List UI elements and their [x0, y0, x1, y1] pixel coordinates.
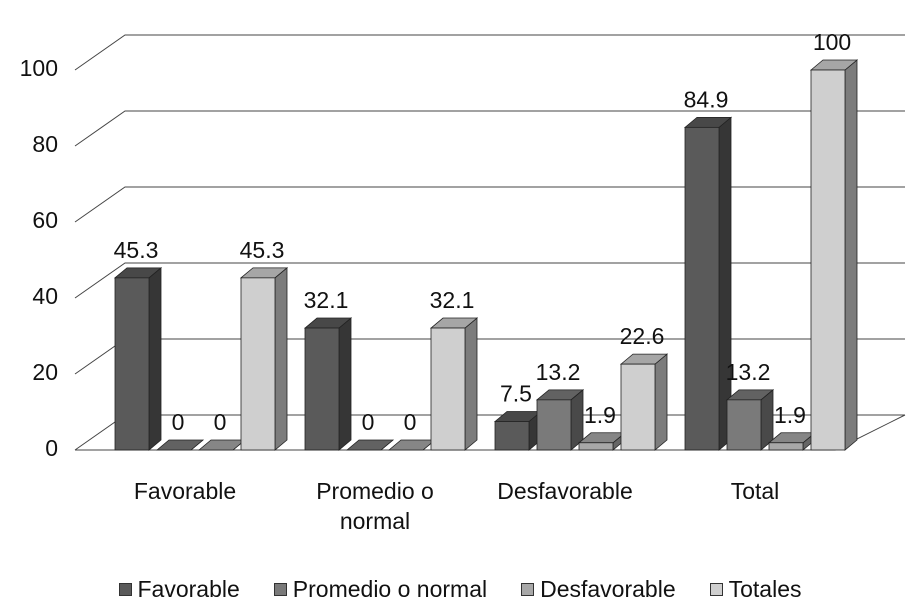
- grid-line: [74, 262, 905, 299]
- data-label: 22.6: [620, 323, 665, 349]
- y-tick-label: 20: [32, 359, 58, 385]
- data-label: 0: [404, 409, 417, 435]
- legend: Favorable Promedio o normal Desfavorable To…: [0, 576, 920, 603]
- legend-swatch: [118, 583, 132, 596]
- bar: [536, 399, 572, 451]
- bar: [578, 442, 614, 451]
- data-label: 100: [813, 29, 851, 55]
- x-tick-label: Total: [730, 478, 780, 504]
- legend-swatch: [273, 583, 287, 596]
- data-label: 0: [362, 409, 375, 435]
- x-tick-label: Promedio o normal: [316, 478, 434, 534]
- bar: [114, 277, 150, 451]
- grid-line: [74, 338, 905, 375]
- legend-item: Promedio o normal: [273, 576, 488, 603]
- bar: [494, 421, 530, 451]
- bar-side: [338, 317, 352, 451]
- data-label: 32.1: [430, 287, 475, 313]
- bar: [304, 327, 340, 451]
- data-label: 32.1: [304, 287, 349, 313]
- data-label: 13.2: [536, 359, 581, 385]
- bar-top: [345, 439, 395, 451]
- bar: [240, 277, 276, 451]
- bar-top: [387, 439, 437, 451]
- x-tick-label: Favorable: [133, 478, 237, 504]
- bar: [620, 363, 656, 451]
- y-tick-label: 60: [32, 207, 58, 233]
- bar-side: [148, 267, 162, 451]
- legend-item: Favorable: [118, 576, 240, 603]
- bar: [684, 126, 720, 451]
- bar: [726, 399, 762, 451]
- grid-line: [74, 110, 905, 147]
- y-tick-label: 80: [32, 131, 58, 157]
- bar: [810, 69, 846, 451]
- bar-side: [274, 267, 288, 451]
- y-tick-label: 100: [20, 55, 58, 81]
- legend-item: Desfavorable: [521, 576, 676, 603]
- legend-label: Promedio o normal: [292, 576, 488, 602]
- y-tick-label: 0: [45, 435, 58, 461]
- bar-side: [844, 59, 858, 451]
- grid-line: [74, 186, 905, 223]
- legend-label: Totales: [728, 576, 802, 602]
- legend-label: Desfavorable: [540, 576, 676, 602]
- data-label: 0: [172, 409, 185, 435]
- data-label: 13.2: [726, 359, 771, 385]
- data-label: 7.5: [500, 381, 532, 407]
- data-label: 1.9: [774, 402, 806, 428]
- bar: [430, 327, 466, 451]
- data-label: 84.9: [684, 86, 729, 112]
- y-tick-label: 40: [32, 283, 58, 309]
- bar-top: [155, 439, 205, 451]
- legend-swatch: [521, 583, 535, 596]
- bar: [768, 442, 804, 451]
- data-label: 1.9: [584, 402, 616, 428]
- bar-side: [464, 317, 478, 451]
- bar-top: [197, 439, 247, 451]
- legend-swatch: [709, 583, 723, 596]
- data-label: 45.3: [240, 237, 285, 263]
- bar-side: [654, 353, 668, 451]
- data-label: 45.3: [114, 237, 159, 263]
- legend-label: Favorable: [137, 576, 240, 602]
- data-label: 0: [214, 409, 227, 435]
- legend-item: Totales: [709, 576, 802, 603]
- x-tick-label: Desfavorable: [497, 478, 633, 504]
- grid-line: [74, 34, 905, 71]
